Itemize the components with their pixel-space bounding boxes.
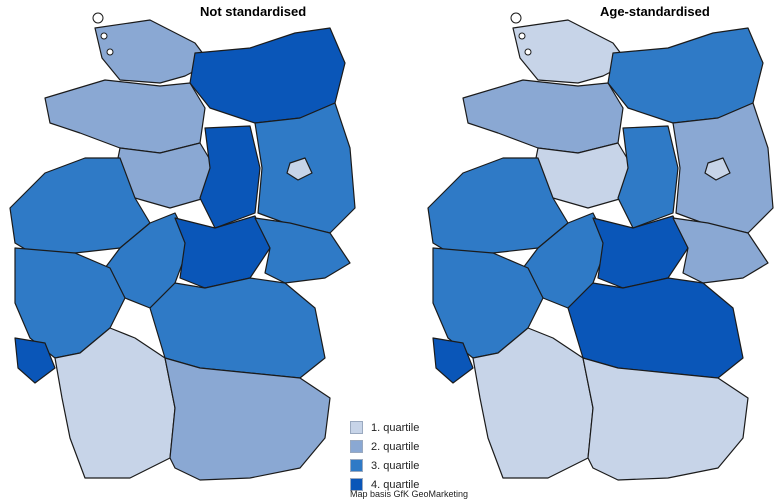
island [92, 12, 104, 24]
region-schleswig-holstein [94, 19, 211, 84]
region-berlin [286, 157, 313, 181]
region-saxony-anhalt [199, 125, 261, 229]
map-title-not-standardised: Not standardised [200, 4, 307, 19]
region-schleswig-holstein [512, 19, 629, 84]
map-age-standardised [427, 12, 774, 481]
legend-label: 3. quartile [371, 459, 420, 472]
legend-item: 3. quartile [350, 456, 419, 475]
island [510, 12, 522, 24]
legend-label: 2. quartile [371, 440, 420, 453]
region-bavaria-south [582, 357, 749, 481]
region-lower-saxony-north [462, 79, 624, 154]
legend-item: 1. quartile [350, 418, 419, 437]
island [524, 48, 532, 56]
region-saxony [672, 217, 769, 284]
map-credit: Map basis GfK GeoMarketing [350, 489, 469, 499]
island [100, 32, 108, 40]
region-bavaria-south [164, 357, 331, 481]
legend-item: 2. quartile [350, 437, 419, 456]
map-title-age-standardised: Age-standardised [600, 4, 710, 19]
legend-label: 1. quartile [371, 421, 420, 434]
island [518, 32, 526, 40]
region-berlin [704, 157, 731, 181]
legend-swatch [350, 440, 363, 453]
legend-swatch [350, 421, 363, 434]
legend-item: 4. quartile [350, 475, 419, 494]
island [106, 48, 114, 56]
region-saarland [14, 337, 56, 384]
legend-swatch [350, 459, 363, 472]
legend: 1. quartile 2. quartile 3. quartile 4. q… [350, 418, 419, 494]
region-saxony [254, 217, 351, 284]
region-saarland [432, 337, 474, 384]
legend-swatch [350, 478, 363, 491]
region-thuringia [174, 215, 271, 289]
map-not-standardised [9, 12, 356, 481]
region-lower-saxony-north [44, 79, 206, 154]
region-thuringia [592, 215, 689, 289]
legend-label: 4. quartile [371, 478, 420, 491]
region-saxony-anhalt [617, 125, 679, 229]
